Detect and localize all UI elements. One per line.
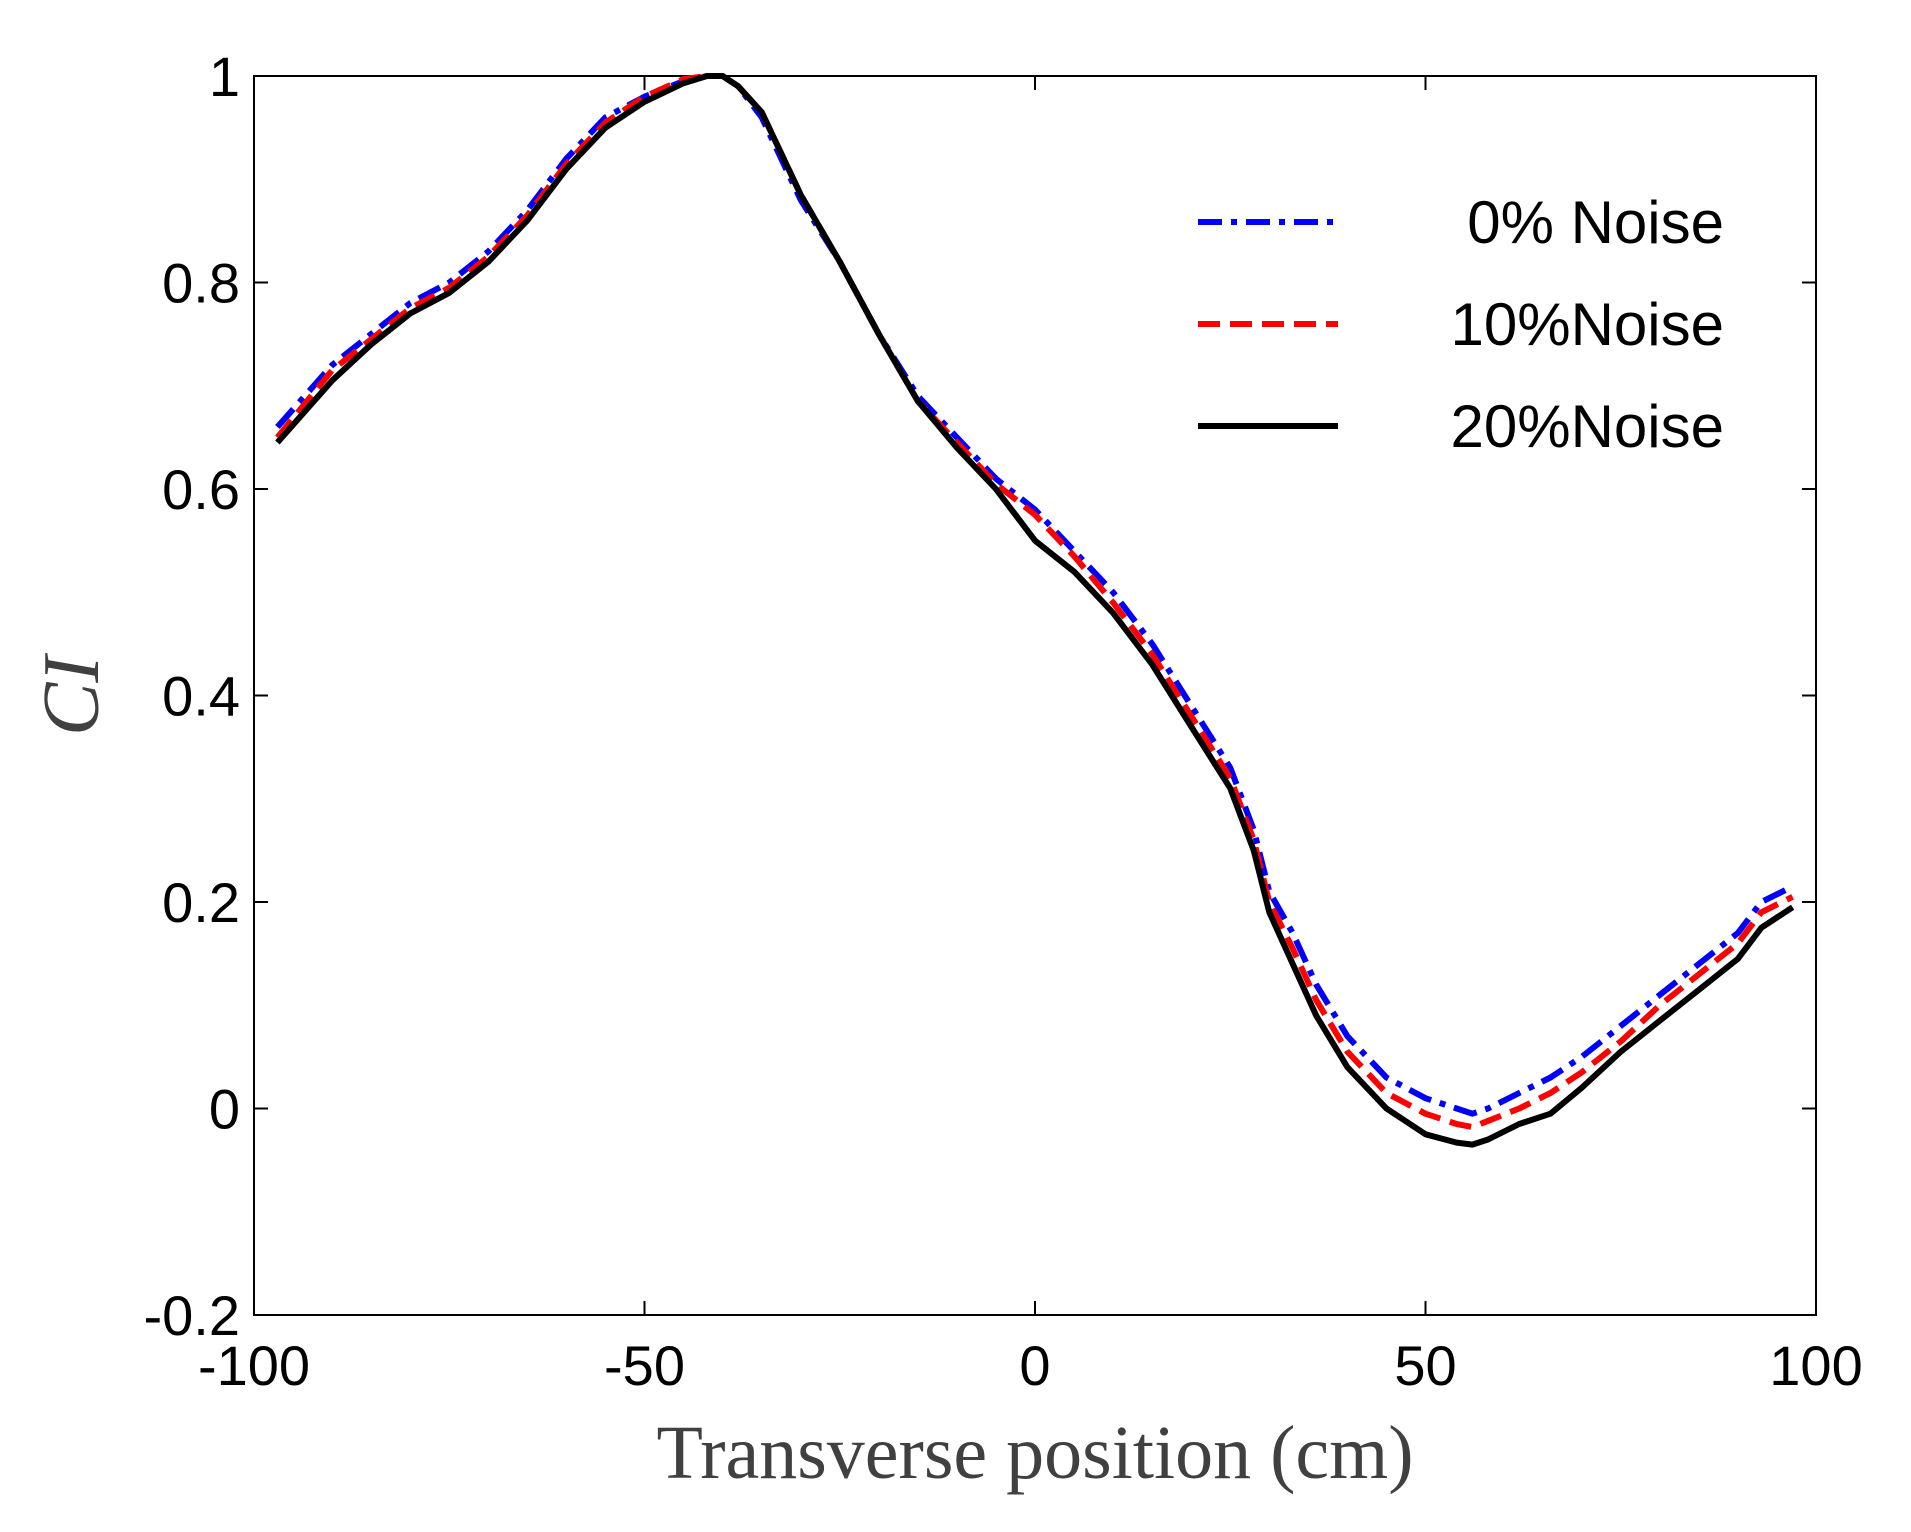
series-line-0 <box>275 73 1794 1117</box>
y-tick-label: 1 <box>209 45 240 108</box>
legend: 0% Noise 10%Noise 20%Noise <box>1198 189 1724 460</box>
y-tick-label: 0.8 <box>162 252 240 315</box>
tick-labels: -100 -50 0 50 100 -0.2 0 0.2 0.4 0.6 0.8 1 <box>144 45 1863 1397</box>
series-lines <box>275 73 1795 1148</box>
axis-ticks <box>253 75 1817 1316</box>
y-axis-title: CI <box>28 653 116 736</box>
y-tick-label: 0 <box>209 1078 240 1141</box>
x-tick-label: 100 <box>1769 1334 1862 1397</box>
x-tick-label: 50 <box>1394 1334 1456 1397</box>
series-line-1 <box>275 73 1794 1131</box>
legend-label-0: 0% Noise <box>1467 189 1724 256</box>
x-tick-label: -100 <box>198 1334 310 1397</box>
x-axis-title: Transverse position (cm) <box>656 1411 1413 1495</box>
x-tick-label: 0 <box>1019 1334 1050 1397</box>
y-tick-label: 0.2 <box>162 871 240 934</box>
legend-label-2: 20%Noise <box>1451 393 1725 460</box>
y-tick-label: 0.6 <box>162 458 240 521</box>
series-line-2 <box>275 73 1795 1148</box>
y-tick-label: 0.4 <box>162 665 240 728</box>
legend-label-1: 10%Noise <box>1451 291 1725 358</box>
x-tick-label: -50 <box>604 1334 685 1397</box>
y-tick-label: -0.2 <box>144 1284 241 1347</box>
